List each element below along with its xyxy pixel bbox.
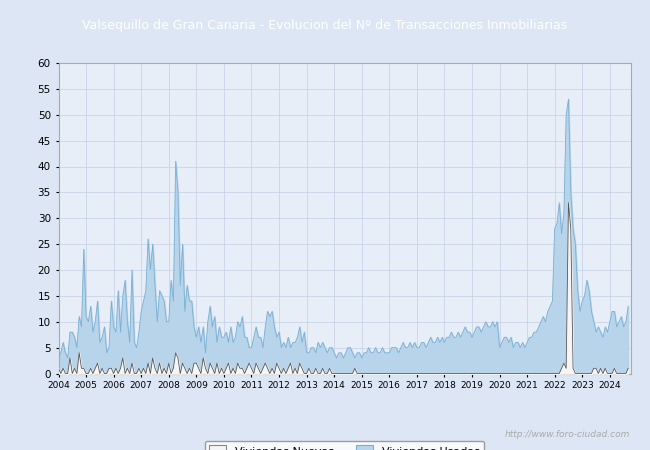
Text: http://www.foro-ciudad.com: http://www.foro-ciudad.com (505, 430, 630, 439)
Text: Valsequillo de Gran Canaria - Evolucion del Nº de Transacciones Inmobiliarias: Valsequillo de Gran Canaria - Evolucion … (83, 19, 567, 32)
Legend: Viviendas Nuevas, Viviendas Usadas: Viviendas Nuevas, Viviendas Usadas (205, 441, 484, 450)
